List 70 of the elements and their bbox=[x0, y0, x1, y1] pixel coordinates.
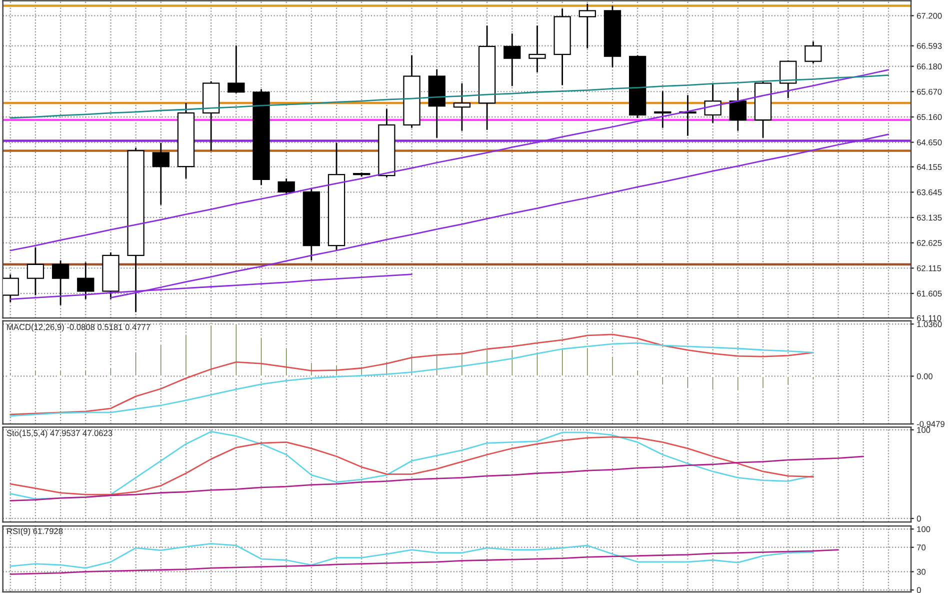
candlestick bbox=[52, 260, 70, 306]
y-tick-label: 66.593 bbox=[917, 43, 942, 49]
line-series bbox=[10, 542, 814, 569]
candlestick bbox=[504, 32, 521, 87]
bar bbox=[610, 355, 614, 377]
y-tick-label: 1.0360 bbox=[917, 321, 942, 328]
bar bbox=[736, 375, 740, 392]
y-tick-label: 62.115 bbox=[917, 265, 942, 272]
y-tick-label: 63.645 bbox=[917, 189, 942, 196]
candlestick bbox=[704, 82, 722, 124]
chart-title: RSI(9) 61.7928 bbox=[7, 528, 63, 536]
bar bbox=[560, 346, 564, 377]
candlestick bbox=[453, 82, 471, 132]
bar bbox=[310, 361, 314, 377]
candlestick bbox=[278, 178, 295, 196]
bar bbox=[8, 371, 12, 377]
candlestick bbox=[780, 60, 797, 99]
y-tick-label: -0.9479 bbox=[916, 421, 944, 427]
bar bbox=[58, 368, 62, 377]
y-tick-label: 61.110 bbox=[917, 315, 942, 322]
y-tick-label: 64.650 bbox=[917, 139, 942, 146]
y-tick-label: 65.160 bbox=[917, 114, 942, 120]
bar bbox=[284, 346, 288, 377]
candlestick bbox=[528, 24, 546, 73]
y-tick-label: 0 bbox=[916, 516, 921, 522]
y-tick-label: 63.135 bbox=[917, 214, 942, 221]
bar bbox=[84, 368, 88, 377]
bar bbox=[761, 375, 765, 390]
bar bbox=[34, 368, 38, 377]
bar bbox=[260, 336, 263, 377]
bar bbox=[159, 343, 163, 377]
candlestick bbox=[729, 87, 747, 132]
y-tick-label: 70 bbox=[917, 544, 926, 550]
chart-title: MACD(12,26,9) -0.0808 0.5181 0.4777 bbox=[7, 324, 150, 332]
y-tick-label: 66.180 bbox=[917, 64, 942, 70]
bar bbox=[134, 350, 138, 377]
bar bbox=[184, 333, 188, 377]
bar bbox=[234, 322, 238, 377]
y-tick-label: 65.670 bbox=[917, 88, 942, 95]
y-tick-label: 0 bbox=[916, 587, 921, 593]
bar bbox=[686, 375, 690, 390]
candlestick bbox=[228, 44, 245, 94]
y-tick-label: 64.155 bbox=[917, 164, 942, 170]
candlestick bbox=[26, 246, 44, 296]
bar bbox=[109, 366, 112, 377]
candlestick bbox=[804, 40, 822, 64]
candlestick bbox=[578, 3, 596, 50]
y-tick-label: 100 bbox=[917, 526, 930, 532]
bar bbox=[586, 346, 590, 377]
y-tick-label: 62.625 bbox=[917, 240, 942, 246]
bar bbox=[711, 375, 715, 391]
bar bbox=[209, 324, 213, 377]
bar bbox=[811, 375, 815, 381]
y-tick-label: 30 bbox=[916, 568, 926, 575]
line-series bbox=[10, 549, 839, 575]
candlestick bbox=[2, 274, 19, 303]
bar bbox=[786, 375, 790, 386]
y-tick-label: 0.00 bbox=[916, 373, 932, 380]
y-tick-label: 100 bbox=[917, 427, 930, 433]
bar bbox=[660, 375, 664, 386]
y-tick-label: 61.605 bbox=[917, 290, 942, 297]
bar bbox=[536, 350, 539, 377]
y-tick-label: 67.200 bbox=[917, 12, 942, 19]
bar bbox=[510, 348, 514, 377]
candlestick bbox=[77, 262, 94, 300]
bar bbox=[636, 368, 640, 377]
chart-title: Sto(15,5,4) 47.9537 47.0623 bbox=[6, 430, 112, 438]
candlestick bbox=[654, 90, 672, 129]
candlestick bbox=[152, 142, 170, 206]
line-series bbox=[10, 456, 864, 502]
